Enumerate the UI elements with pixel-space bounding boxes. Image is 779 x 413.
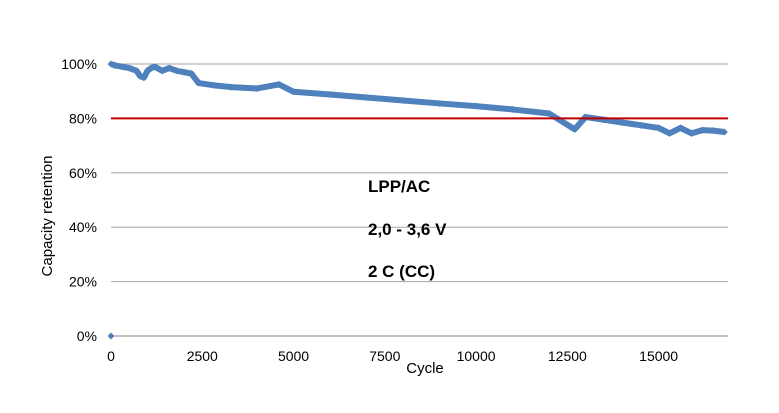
series-band bbox=[109, 61, 725, 137]
data-point bbox=[133, 67, 141, 75]
y-tick-label: 20% bbox=[69, 274, 97, 290]
data-point bbox=[666, 129, 674, 137]
data-point bbox=[118, 63, 126, 71]
y-tick-label: 40% bbox=[69, 219, 97, 235]
data-point bbox=[173, 67, 181, 75]
x-tick-label: 0 bbox=[107, 348, 115, 364]
y-tick-label: 100% bbox=[61, 56, 97, 72]
data-point bbox=[275, 80, 283, 88]
data-point bbox=[158, 67, 166, 75]
data-point bbox=[290, 88, 298, 96]
x-tick-label: 10000 bbox=[457, 348, 496, 364]
grid-lines bbox=[111, 63, 728, 283]
y-axis-title: Capacity retention bbox=[39, 156, 56, 277]
data-point bbox=[399, 96, 407, 104]
data-point bbox=[363, 93, 371, 101]
data-point bbox=[187, 70, 195, 78]
data-point bbox=[125, 64, 133, 72]
annotation-voltage: 2,0 - 3,6 V bbox=[368, 220, 447, 239]
data-point bbox=[253, 84, 261, 92]
y-tick-label: 60% bbox=[69, 165, 97, 181]
data-point bbox=[677, 124, 685, 132]
data-point bbox=[165, 64, 173, 72]
x-tick-label: 15000 bbox=[639, 348, 678, 364]
annotation-material: LPP/AC bbox=[368, 177, 430, 196]
x-tick-labels: 0 2500 5000 7500 10000 12500 15000 bbox=[107, 348, 678, 364]
data-point bbox=[545, 110, 553, 118]
data-point bbox=[472, 102, 480, 110]
data-point bbox=[227, 83, 235, 91]
data-points bbox=[107, 60, 728, 340]
data-point bbox=[709, 127, 717, 135]
data-point bbox=[655, 124, 663, 132]
data-point bbox=[195, 79, 203, 87]
data-point bbox=[618, 118, 626, 126]
data-point bbox=[687, 129, 695, 137]
data-point bbox=[111, 61, 119, 69]
x-tick-label: 5000 bbox=[278, 348, 309, 364]
data-point bbox=[107, 332, 115, 340]
data-point bbox=[509, 105, 517, 113]
data-point bbox=[720, 128, 728, 136]
y-tick-labels: 0% 20% 40% 60% 80% 100% bbox=[61, 56, 97, 344]
data-point bbox=[436, 99, 444, 107]
data-point bbox=[636, 121, 644, 129]
x-tick-label: 2500 bbox=[187, 348, 218, 364]
y-tick-label: 80% bbox=[69, 110, 97, 126]
x-axis-title: Cycle bbox=[406, 360, 444, 377]
x-tick-label: 7500 bbox=[369, 348, 400, 364]
data-point bbox=[326, 90, 334, 98]
y-tick-label: 0% bbox=[77, 328, 97, 344]
data-point bbox=[151, 63, 159, 71]
data-point bbox=[698, 126, 706, 134]
data-point bbox=[209, 81, 217, 89]
x-tick-label: 12500 bbox=[548, 348, 587, 364]
data-point bbox=[180, 68, 188, 76]
data-point bbox=[571, 125, 579, 133]
data-point bbox=[140, 74, 148, 82]
annotation-rate: 2 C (CC) bbox=[368, 262, 435, 281]
